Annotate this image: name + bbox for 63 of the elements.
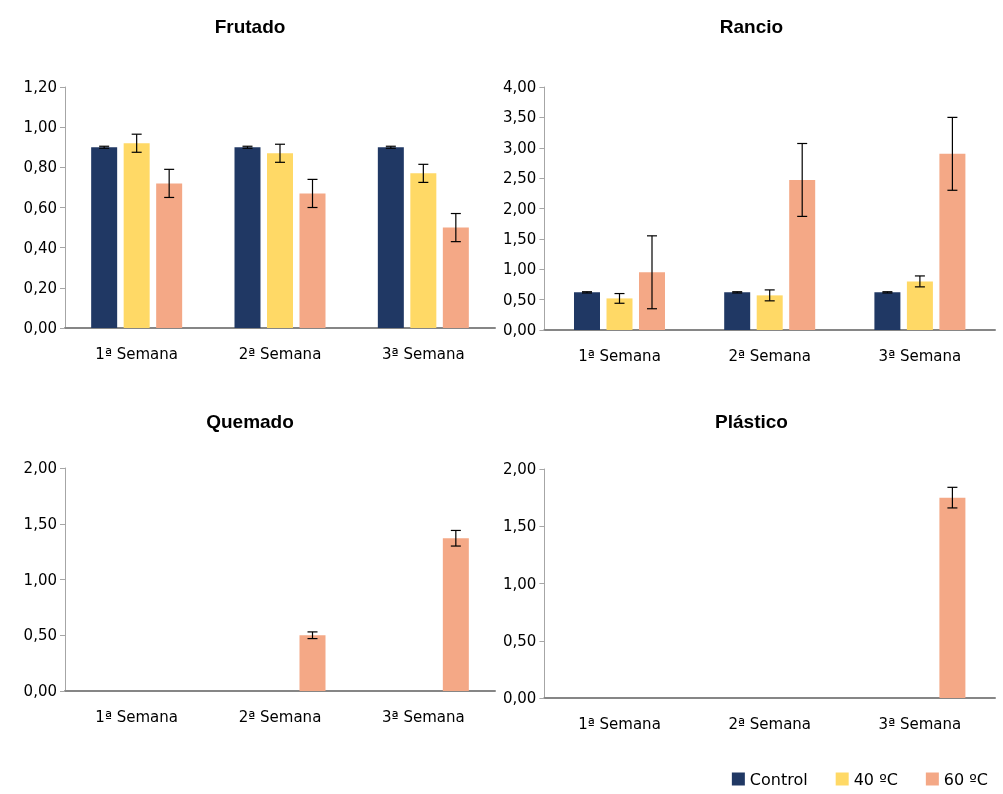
x-tick-label: 1ª Semana xyxy=(95,344,178,363)
x-tick-label: 2ª Semana xyxy=(238,707,322,726)
y-tick-label: 3,00 xyxy=(502,138,537,157)
y-tick-label: 3,50 xyxy=(502,108,537,127)
y-tick-label: 0,60 xyxy=(23,198,57,217)
y-tick-label: 0,00 xyxy=(502,321,537,339)
y-tick-label: 1,00 xyxy=(502,260,537,279)
y-tick-label: 1,00 xyxy=(23,118,57,137)
x-tick-label: 2ª Semana xyxy=(238,344,322,363)
y-tick-label: 1,50 xyxy=(23,514,57,533)
x-tick-label: 3ª Semana xyxy=(382,344,465,363)
chart-title: Quemado xyxy=(206,411,294,432)
legend-label: 60 ºC xyxy=(943,769,988,789)
x-tick-label: 1ª Semana xyxy=(578,346,661,365)
y-tick-label: 1,50 xyxy=(502,517,537,536)
legend-label: Control xyxy=(749,769,808,789)
bar xyxy=(939,153,966,330)
bar xyxy=(574,292,600,330)
chart-title: Plástico xyxy=(715,411,788,432)
bar xyxy=(724,292,751,330)
y-tick-label: 0,50 xyxy=(502,290,537,309)
y-tick-label: 2,50 xyxy=(502,169,537,188)
bar xyxy=(123,143,150,328)
x-tick-label: 2ª Semana xyxy=(728,714,812,733)
y-tick-label: 0,40 xyxy=(23,238,57,257)
y-tick-label: 0,50 xyxy=(502,631,537,650)
y-tick-label: 0,00 xyxy=(23,319,57,337)
bar xyxy=(789,179,816,330)
x-tick-label: 1ª Semana xyxy=(578,714,661,733)
bar xyxy=(410,173,437,328)
chart-title: Rancio xyxy=(719,16,784,37)
y-tick-label: 1,00 xyxy=(23,570,57,589)
bar xyxy=(874,292,901,330)
bar xyxy=(756,295,783,330)
bar xyxy=(606,298,633,330)
bar xyxy=(639,272,665,330)
bar xyxy=(91,147,118,328)
x-tick-label: 1ª Semana xyxy=(95,707,178,726)
y-tick-label: 2,00 xyxy=(23,459,57,477)
y-tick-label: 2,00 xyxy=(502,199,537,218)
bar xyxy=(442,227,469,328)
bar xyxy=(299,193,326,328)
bar xyxy=(267,153,293,328)
y-tick-label: 0,00 xyxy=(23,682,57,700)
legend-label: 40 ºC xyxy=(853,769,898,789)
x-tick-label: 2ª Semana xyxy=(728,346,812,365)
y-tick-label: 4,00 xyxy=(502,78,537,96)
chart-title: Frutado xyxy=(214,16,286,37)
x-tick-label: 3ª Semana xyxy=(878,714,962,733)
bar xyxy=(377,147,404,328)
bar xyxy=(234,147,261,328)
x-tick-label: 3ª Semana xyxy=(878,346,962,365)
y-tick-label: 1,00 xyxy=(502,574,537,593)
y-tick-label: 1,50 xyxy=(502,229,537,248)
y-tick-label: 0,80 xyxy=(23,158,57,177)
y-tick-label: 1,20 xyxy=(23,78,57,96)
bar xyxy=(906,281,933,330)
x-tick-label: 3ª Semana xyxy=(382,707,465,726)
y-tick-label: 0,50 xyxy=(23,626,57,645)
y-tick-label: 2,00 xyxy=(502,460,537,478)
bar xyxy=(156,183,183,328)
y-tick-label: 0,00 xyxy=(502,689,537,707)
y-tick-label: 0,20 xyxy=(23,278,57,297)
